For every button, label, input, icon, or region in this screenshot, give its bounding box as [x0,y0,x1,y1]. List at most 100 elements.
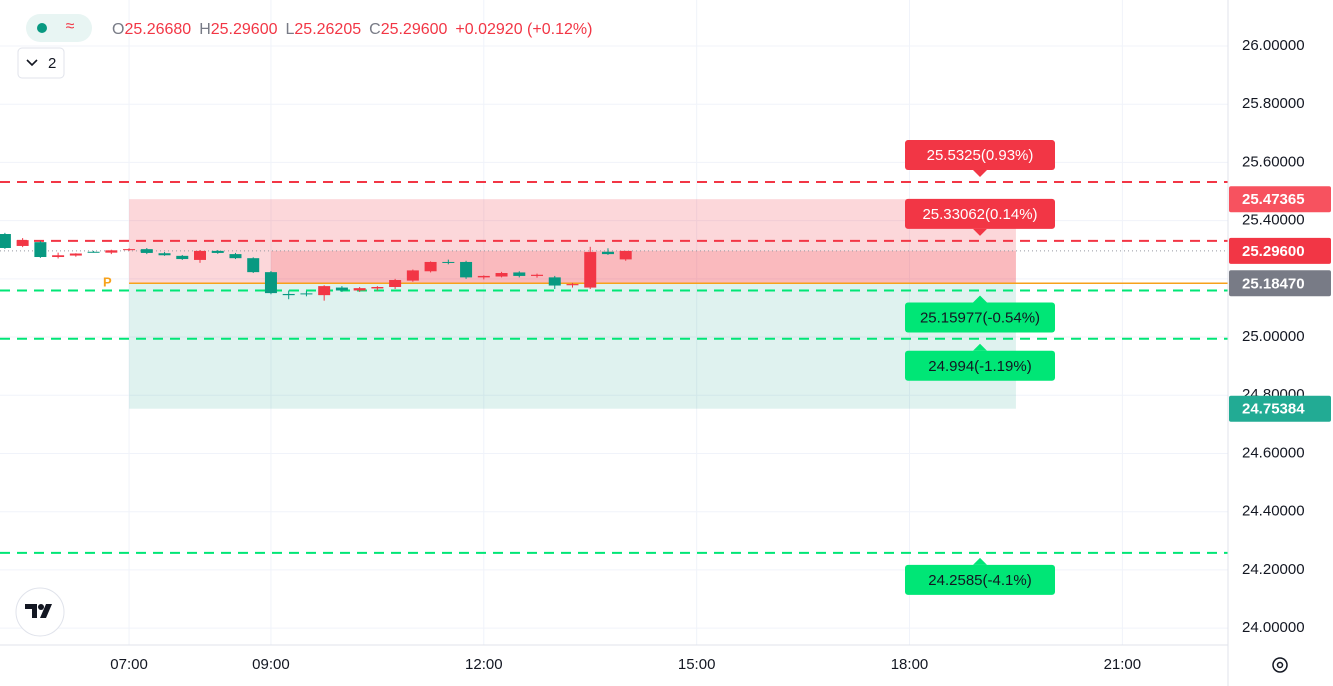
pivot-marker: P [103,275,112,290]
grid [0,0,1228,645]
level-label-box [905,302,1055,333]
settings-button[interactable] [1272,657,1288,673]
ohlc-label: O [112,21,124,38]
stop-zone [129,283,1016,409]
candle-body [389,280,402,287]
level-label-pointer [973,295,987,303]
level-label-pointer [973,557,987,565]
candle-body [566,284,579,286]
candle-body [406,270,419,281]
level-label-box [905,140,1055,171]
y-tick-label: 26.00000 [1242,37,1305,54]
candle-body [87,251,100,253]
level-label-box [905,564,1055,595]
candle-body [318,286,331,296]
candle-body [531,274,544,276]
ohlc-label: L [285,21,294,38]
candle-body [69,253,82,256]
x-tick-label: 18:00 [891,656,929,673]
level-label: 24.2585(-4.1%) [928,572,1031,589]
candle-body [513,272,526,276]
candle-body [194,250,207,260]
candle-body [229,254,242,259]
level-label: 25.5325(0.93%) [927,147,1034,164]
change: +0.02920 (+0.12%) [455,21,592,38]
chevron-icon [26,59,38,67]
level-label-box [905,350,1055,381]
candle-body [52,255,65,258]
y-tick-label: 24.60000 [1242,444,1305,461]
y-tick-label: 25.00000 [1242,328,1305,345]
x-tick-label: 21:00 [1104,656,1142,673]
candle-body [460,261,473,278]
price-tag-label: 24.75384 [1242,401,1305,418]
candle-body [211,250,224,253]
status-dot [37,23,47,33]
ohlc-value: 25.26205 [294,21,361,38]
ohlc-label: C [369,21,381,38]
candle-body [424,261,437,272]
x-tick-label: 09:00 [252,656,290,673]
gear-hub [1276,661,1284,669]
candle-body [495,273,508,277]
price-tag [1229,237,1331,264]
candle-body [264,272,277,294]
candle-body [282,293,295,296]
price-tag [1229,395,1331,422]
candle-body [140,249,153,253]
y-tick-label: 25.40000 [1242,212,1305,229]
level-label-box [905,198,1055,229]
symbol-badge[interactable] [26,14,92,42]
logo-circle [15,587,65,637]
level-label-pointer [973,343,987,351]
candle-body [477,275,490,278]
price-tag [1229,270,1331,297]
price-tag-label: 25.47365 [1242,191,1305,208]
candle-body [158,253,171,256]
candle-body [300,293,313,295]
level-label: 25.15977(-0.54%) [920,310,1040,327]
candle-body [34,242,47,258]
y-tick-label: 24.40000 [1242,503,1305,520]
y-tick-label: 25.60000 [1242,153,1305,170]
candle-body [548,277,561,286]
ohlc-value: 25.29600 [211,21,278,38]
candle-body [105,250,118,253]
ohlc-label: H [199,21,211,38]
candle-body [353,288,366,291]
logo-dot [38,604,44,610]
x-tick-label: 07:00 [110,656,148,673]
candle-body [16,240,29,246]
gear-icon [1272,657,1288,673]
candle-body [601,251,614,255]
indicators-toggle[interactable] [17,47,65,79]
candle-body [584,252,597,288]
active-zone [270,250,1016,284]
y-tick-label: 25.80000 [1242,95,1305,112]
candle-body [123,249,136,251]
candle-body [335,287,348,291]
level-label: 25.33062(0.14%) [922,206,1037,223]
price-tag-label: 25.29600 [1242,243,1305,260]
ohlc-legend: O25.26680 H25.29600 L25.26205 C25.29600 +0.0… [112,21,592,38]
header: ≈ O25.26680 H25.29600 L25.26205 C25.29600 +0… [17,14,592,79]
candle-body [0,234,11,248]
candle-body [371,286,384,289]
logo[interactable] [15,587,65,637]
y-tick-label: 24.20000 [1242,561,1305,578]
candle-body [247,258,260,273]
level-label-pointer [973,170,987,178]
level-label-pointer [973,228,987,236]
candle-body [442,261,455,263]
logo-mark [25,604,52,618]
x-tick-label: 12:00 [465,656,503,673]
candle-body [619,250,632,260]
status-icon: ≈ [66,18,75,35]
ohlc-value: 25.29600 [381,21,448,38]
plot: 25.5325(0.93%) 25.33062(0.14%) 25.15977(-0… [0,140,1228,595]
indicator-count: 2 [48,55,56,72]
ohlc-value: 25.26680 [124,21,191,38]
